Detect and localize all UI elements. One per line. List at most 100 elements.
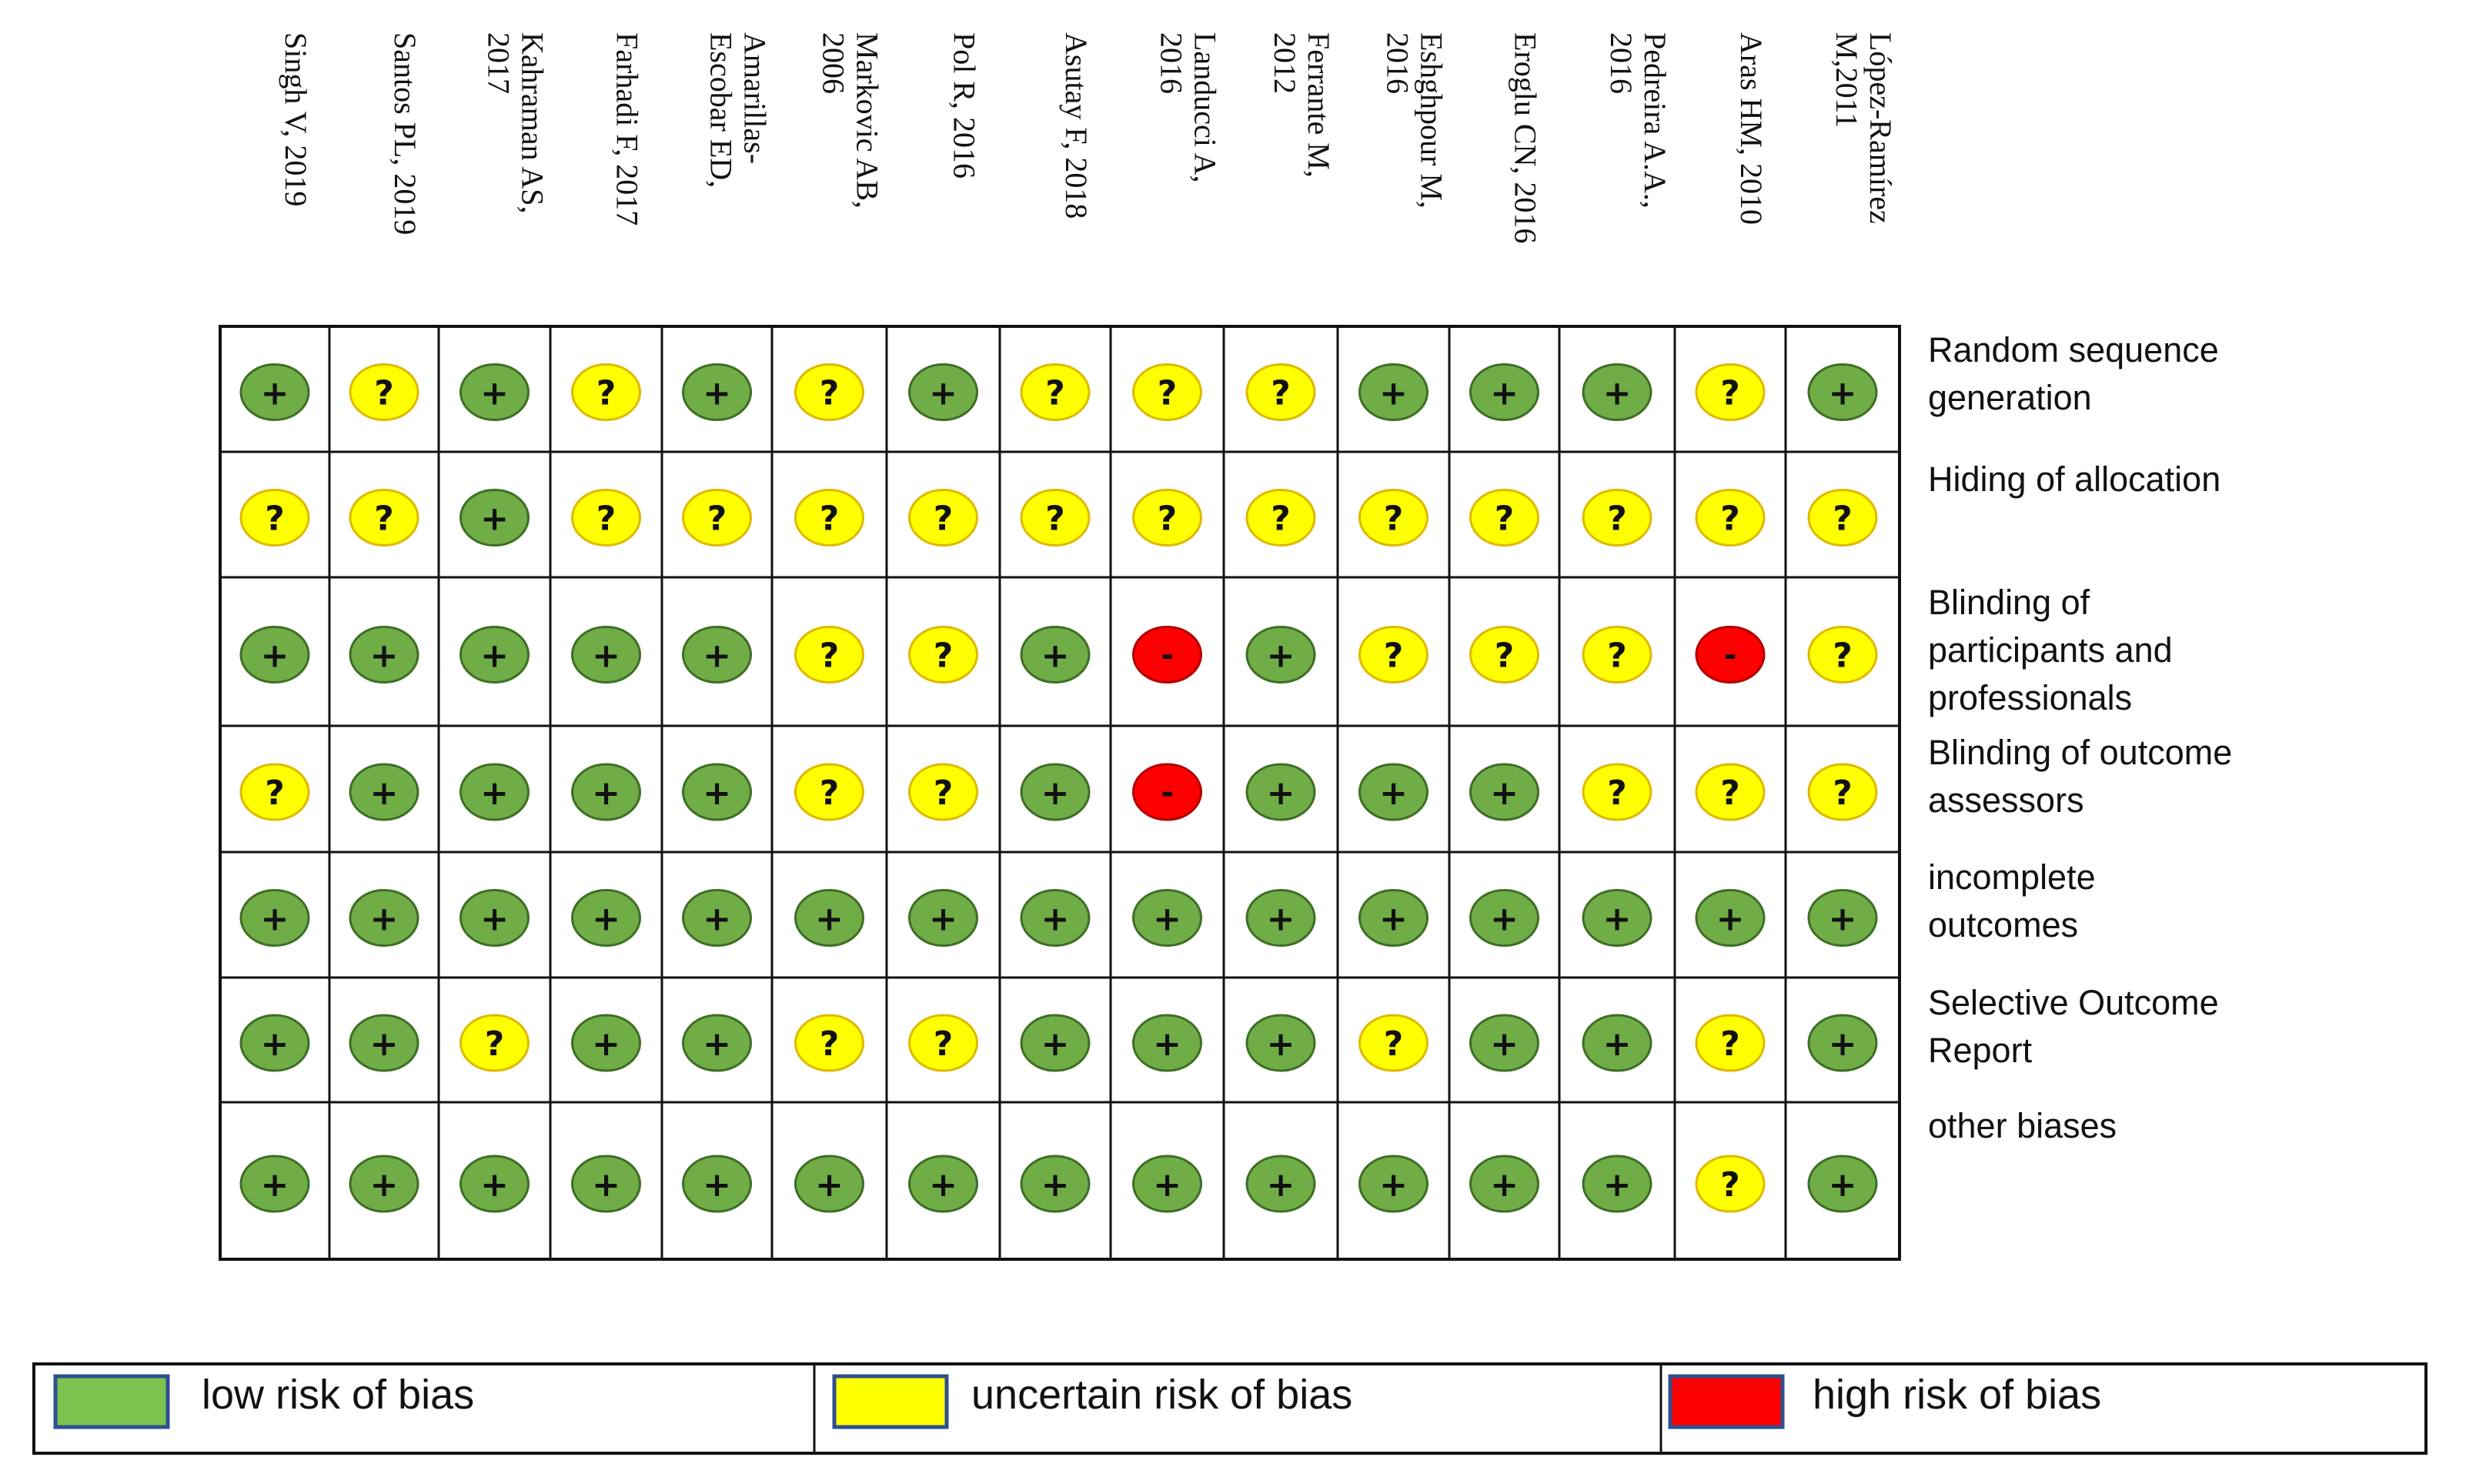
- risk-dot: [239, 1155, 310, 1213]
- domain-label: Blinding of outcome: [1928, 733, 2232, 772]
- domain-label: Blinding of: [1928, 583, 2090, 622]
- risk-dot: [1582, 889, 1652, 947]
- risk-cell-low: +: [682, 1155, 752, 1213]
- risk-dot: [1469, 1014, 1539, 1072]
- risk-symbol: +: [1267, 1024, 1295, 1064]
- risk-dot: [1582, 626, 1652, 684]
- risk-dot: [908, 889, 978, 947]
- risk-cell-low: +: [682, 889, 752, 947]
- study-label: López-Ramírez: [1863, 32, 1898, 224]
- study-label: 2017: [482, 32, 516, 94]
- risk-symbol: +: [592, 1024, 620, 1064]
- risk-symbol: +: [1267, 637, 1295, 676]
- risk-symbol: ?: [820, 637, 840, 676]
- risk-symbol: +: [1490, 374, 1519, 413]
- risk-cell-high: -: [1695, 626, 1766, 684]
- risk-symbol: ?: [1495, 637, 1515, 676]
- risk-symbol: ?: [934, 1024, 954, 1064]
- risk-dot: [1358, 1155, 1428, 1213]
- risk-cell-low: +: [1132, 1155, 1202, 1213]
- risk-cell-low: +: [908, 363, 978, 421]
- risk-dot: [1020, 489, 1091, 546]
- risk-symbol: -: [1724, 638, 1737, 673]
- risk-dot: [239, 763, 310, 821]
- risk-cell-uncertain: ?: [1695, 489, 1766, 546]
- risk-symbol: -: [1161, 638, 1174, 673]
- study-label: Amarillas-: [738, 32, 773, 164]
- risk-cell-low: +: [1469, 889, 1539, 947]
- risk-cells: +? +? +? +??? + + +? +?? +??????????? ? + + + + +?? + - +…: [239, 363, 1878, 1213]
- risk-symbol: +: [370, 637, 399, 676]
- risk-cell-uncertain: ?: [1582, 626, 1652, 684]
- risk-dot: [239, 889, 310, 947]
- risk-dot: [1245, 889, 1316, 947]
- risk-dot: [1469, 763, 1539, 821]
- risk-symbol: +: [1829, 900, 1857, 939]
- risk-cell-low: +: [239, 889, 310, 947]
- risk-cell-low: +: [1695, 889, 1766, 947]
- domain-label: participants and: [1928, 630, 2173, 670]
- risk-dot: [682, 763, 752, 821]
- risk-dot: [459, 363, 530, 421]
- risk-symbol: ?: [934, 774, 954, 813]
- risk-symbol: +: [1490, 900, 1519, 939]
- risk-symbol: ?: [1271, 374, 1291, 413]
- risk-dot: [682, 489, 752, 546]
- risk-dot: [459, 489, 530, 546]
- risk-cell-uncertain: ?: [1807, 763, 1878, 821]
- risk-symbol: ?: [820, 374, 840, 413]
- legend-swatch: [53, 1374, 170, 1429]
- risk-dot: [1695, 363, 1766, 421]
- risk-dot: [908, 489, 978, 546]
- risk-grid: [219, 325, 1901, 1261]
- risk-symbol: +: [261, 900, 289, 939]
- risk-symbol: +: [929, 374, 957, 413]
- risk-dot: [1245, 1014, 1316, 1072]
- risk-symbol: ?: [265, 500, 285, 539]
- risk-cell-uncertain: ?: [794, 1014, 864, 1072]
- risk-cell-uncertain: ?: [908, 489, 978, 546]
- risk-dot: [1807, 1014, 1878, 1072]
- risk-dot: [1807, 626, 1878, 684]
- risk-cell-low: +: [908, 889, 978, 947]
- risk-dot: [1358, 363, 1428, 421]
- risk-cell-low: +: [571, 1014, 641, 1072]
- risk-cell-low: +: [1469, 1014, 1539, 1072]
- domain-label: outcomes: [1928, 905, 2078, 944]
- risk-dot: [459, 889, 530, 947]
- risk-symbol: +: [1490, 1024, 1519, 1064]
- risk-dot: [1469, 489, 1539, 546]
- risk-symbol: ?: [1271, 500, 1291, 539]
- risk-cell-uncertain: ?: [1020, 489, 1091, 546]
- risk-dot: [349, 1155, 419, 1213]
- risk-symbol: +: [370, 1165, 399, 1205]
- risk-cell-uncertain: ?: [239, 763, 310, 821]
- risk-cell-low: +: [1469, 363, 1539, 421]
- risk-cell-low: +: [1807, 889, 1878, 947]
- risk-symbol: +: [1041, 1024, 1070, 1064]
- risk-cell-low: +: [349, 1014, 419, 1072]
- risk-cell-low: +: [794, 1155, 864, 1213]
- risk-cell-low: +: [1132, 889, 1202, 947]
- risk-dot: [349, 489, 419, 546]
- risk-dot: [1020, 763, 1091, 821]
- risk-cell-uncertain: ?: [1358, 1014, 1428, 1072]
- risk-symbol: ?: [1607, 774, 1627, 813]
- risk-cell-low: +: [1132, 1014, 1202, 1072]
- risk-cell-low: +: [349, 1155, 419, 1213]
- study-label: Escobar ED,: [704, 32, 739, 188]
- study-label: 2012: [1268, 32, 1302, 94]
- risk-symbol: ?: [820, 1024, 840, 1064]
- risk-dot: [571, 889, 641, 947]
- legend-label: low risk of bias: [202, 1372, 474, 1418]
- risk-dot: [1807, 489, 1878, 546]
- risk-cell-low: +: [349, 763, 419, 821]
- risk-cell-uncertain: ?: [1132, 489, 1202, 546]
- risk-symbol: +: [1267, 774, 1295, 813]
- risk-symbol: +: [1603, 1165, 1632, 1205]
- risk-symbol: +: [1603, 900, 1632, 939]
- risk-dot: [459, 1014, 530, 1072]
- risk-symbol: +: [1379, 374, 1408, 413]
- risk-dot: [1358, 889, 1428, 947]
